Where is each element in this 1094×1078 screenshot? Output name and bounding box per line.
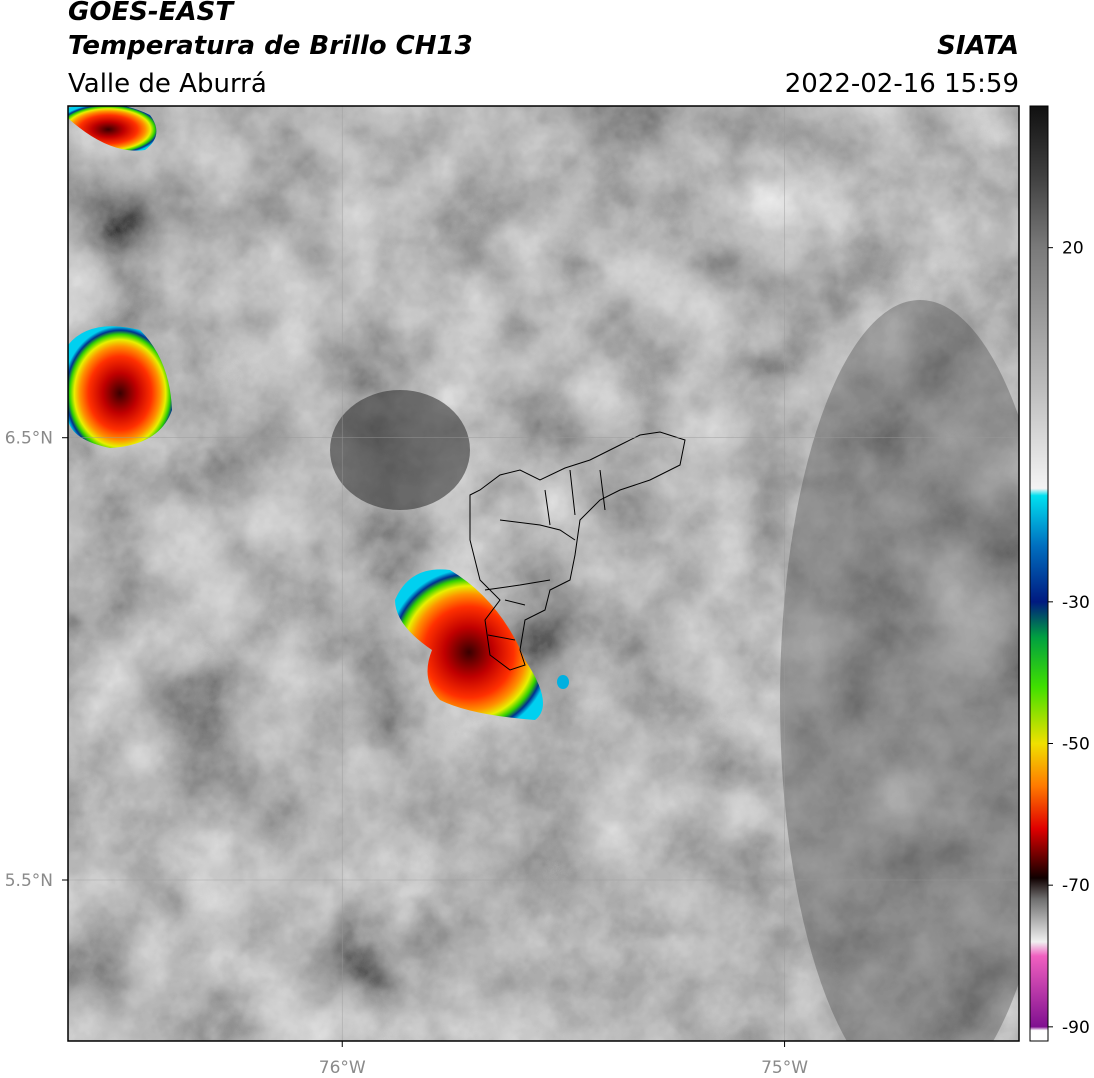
source: GOES-EAST bbox=[68, 0, 235, 27]
region: Valle de Aburrá bbox=[68, 69, 267, 99]
x-tick-label: 75°W bbox=[761, 1058, 808, 1078]
datetime: 2022-02-16 15:59 bbox=[785, 69, 1019, 99]
colorbar-tick-label: 20 bbox=[1062, 239, 1084, 259]
y-tick-label: 5.5°N bbox=[5, 871, 53, 891]
y-tick-label: 6.5°N bbox=[5, 429, 53, 449]
colorbar bbox=[1029, 105, 1049, 1042]
agency: SIATA bbox=[937, 31, 1019, 61]
colorbar-tick-label: -30 bbox=[1062, 593, 1090, 613]
product: Temperatura de Brillo CH13 bbox=[68, 31, 473, 61]
colorbar-tick-label: -50 bbox=[1062, 735, 1090, 755]
colorbar-tick-label: -70 bbox=[1062, 876, 1090, 896]
colorbar-tick-label: -90 bbox=[1062, 1018, 1090, 1038]
map-frame bbox=[67, 105, 1020, 1042]
map-image bbox=[68, 106, 1019, 1041]
basin-outline bbox=[469, 431, 686, 671]
x-tick-label: 76°W bbox=[319, 1058, 366, 1078]
